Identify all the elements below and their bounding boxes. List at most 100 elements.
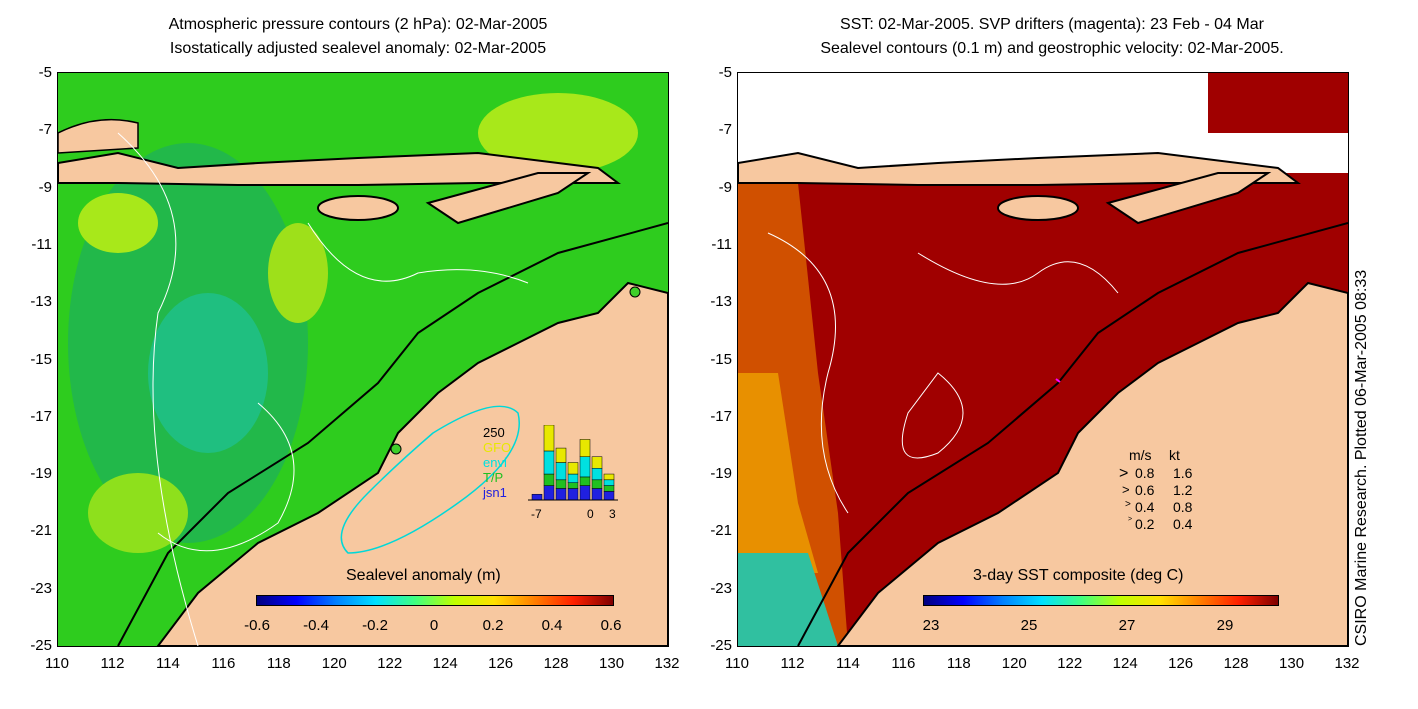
velocity-legend: m/s kt >0.8 1.6 >0.6 1.2 >0.4 0.8 >0.2 0.4 <box>1111 447 1251 537</box>
australia-land <box>836 281 1348 646</box>
left-x-tick: 126 <box>488 655 514 672</box>
inset-legend-entry: T/P <box>483 470 504 485</box>
right-x-tick: 122 <box>1057 655 1083 672</box>
inset-x-tick: 3 <box>609 507 616 521</box>
left-x-tick: 118 <box>266 655 291 672</box>
inset-bar-segment <box>591 479 603 489</box>
shelf-contour <box>797 222 1348 646</box>
inset-bar-segment <box>579 485 591 501</box>
side-credit: CSIRO Marine Research. Plotted 06-Mar-20… <box>1353 269 1370 646</box>
sst-field-north <box>1208 73 1348 133</box>
velocity-legend-kt: 0.8 <box>1173 499 1193 515</box>
left-x-tick: 116 <box>211 655 236 672</box>
inset-bar-segment <box>603 491 615 501</box>
right-y-tick: -15 <box>710 350 732 368</box>
right-x-tick: 124 <box>1112 655 1138 672</box>
left-colorbar-tick: 0 <box>429 617 439 634</box>
shelf-contour <box>117 222 668 646</box>
velocity-legend-ms: 0.6 <box>1135 482 1155 498</box>
left-colorbar-label: Sealevel anomaly (m) <box>346 567 501 584</box>
inset-bar-segment <box>579 456 591 478</box>
velocity-legend-ms: 0.8 <box>1135 465 1155 481</box>
inset-bar-segment <box>603 485 615 492</box>
velocity-arrow-icon: > <box>1125 499 1131 510</box>
right-y-tick: -19 <box>710 465 732 483</box>
inset-histogram <box>528 425 618 501</box>
inset-bar-segment <box>591 488 603 501</box>
island <box>317 195 399 221</box>
right-y-tick: -17 <box>710 407 732 425</box>
right-title-line1: SST: 02-Mar-2005. SVP drifters (magenta)… <box>840 16 1264 33</box>
left-y-tick: -11 <box>31 235 52 253</box>
right-colorbar-tick: 25 <box>1020 617 1038 634</box>
right-y-tick: -11 <box>711 235 732 253</box>
right-y-tick: -23 <box>710 579 732 597</box>
velocity-legend-kt: 1.6 <box>1173 465 1193 481</box>
left-title-line2: Isostatically adjusted sealevel anomaly:… <box>169 40 547 57</box>
left-x-tick: 132 <box>654 655 680 672</box>
left-x-tick: 120 <box>321 655 347 672</box>
inset-bar-segment <box>555 488 567 501</box>
inset-bar-segment <box>603 479 615 486</box>
left-title-line1: Atmospheric pressure contours (2 hPa): 0… <box>168 16 548 33</box>
right-x-tick: 132 <box>1334 655 1360 672</box>
sst-cool-patch <box>738 553 838 646</box>
right-colorbar <box>923 595 1279 606</box>
right-title-line2: Sealevel contours (0.1 m) and geostrophi… <box>820 40 1284 57</box>
left-y-tick: -7 <box>38 121 52 139</box>
sealevel-contour <box>901 372 964 459</box>
right-x-tick: 110 <box>725 655 749 672</box>
inset-bar-segment <box>579 439 591 457</box>
inset-bar-segment <box>567 482 579 489</box>
pressure-contour <box>157 402 295 552</box>
left-colorbar <box>256 595 614 606</box>
right-y-tick: -5 <box>718 64 732 81</box>
right-x-tick: 116 <box>891 655 916 672</box>
inset-bar-segment <box>555 479 567 489</box>
left-colorbar-tick: -0.4 <box>303 617 329 634</box>
inset-bar-segment <box>543 485 555 501</box>
velocity-arrow-icon: > <box>1122 482 1130 497</box>
left-y-tick: -9 <box>38 178 52 196</box>
island <box>738 151 1301 186</box>
inset-bar-segment <box>543 473 555 486</box>
left-x-tick: 130 <box>599 655 625 672</box>
island <box>425 172 592 225</box>
inset-bar-segment <box>555 447 567 463</box>
inset-bar-segment <box>603 473 615 481</box>
left-x-tick: 124 <box>432 655 458 672</box>
left-y-tick: -15 <box>30 350 52 368</box>
sealevel-contour <box>767 232 849 514</box>
island <box>58 118 139 154</box>
island <box>58 151 621 186</box>
left-x-tick: 112 <box>100 655 125 672</box>
tide-gauge-marker <box>390 443 402 455</box>
ocean-patch <box>78 193 158 253</box>
tide-gauge-marker <box>629 286 641 298</box>
velocity-legend-kt: 1.2 <box>1173 482 1193 498</box>
altimeter-inset: 250 GFO envi T/P jsn1 -7 0 3 <box>483 425 623 525</box>
left-x-tick: 122 <box>377 655 403 672</box>
left-x-tick: 128 <box>543 655 569 672</box>
right-y-tick: -13 <box>710 293 732 311</box>
right-x-tick: 118 <box>946 655 971 672</box>
ocean-patch <box>478 93 638 173</box>
altimeter-track-outline <box>340 405 520 554</box>
inset-bar-segment <box>531 493 543 501</box>
inset-bar-segment <box>567 462 579 475</box>
inset-legend-entry: envi <box>483 455 507 470</box>
island <box>997 195 1079 221</box>
right-colorbar-label: 3-day SST composite (deg C) <box>973 567 1184 584</box>
inset-legend-entry: jsn1 <box>483 485 507 500</box>
right-map: m/s kt >0.8 1.6 >0.6 1.2 >0.4 0.8 >0.2 0.4 3-da… <box>737 72 1349 647</box>
left-y-tick: -5 <box>38 64 52 81</box>
velocity-arrow-icon: > <box>1119 465 1129 482</box>
left-y-tick: -17 <box>30 407 52 425</box>
right-y-tick: -9 <box>718 178 732 196</box>
inset-x-tick: 0 <box>587 507 594 521</box>
australia-land <box>156 281 668 646</box>
sst-patch <box>738 373 818 573</box>
left-y-tick: -13 <box>30 293 52 311</box>
ocean-patch <box>88 473 188 553</box>
inset-x-tick: -7 <box>531 507 542 521</box>
